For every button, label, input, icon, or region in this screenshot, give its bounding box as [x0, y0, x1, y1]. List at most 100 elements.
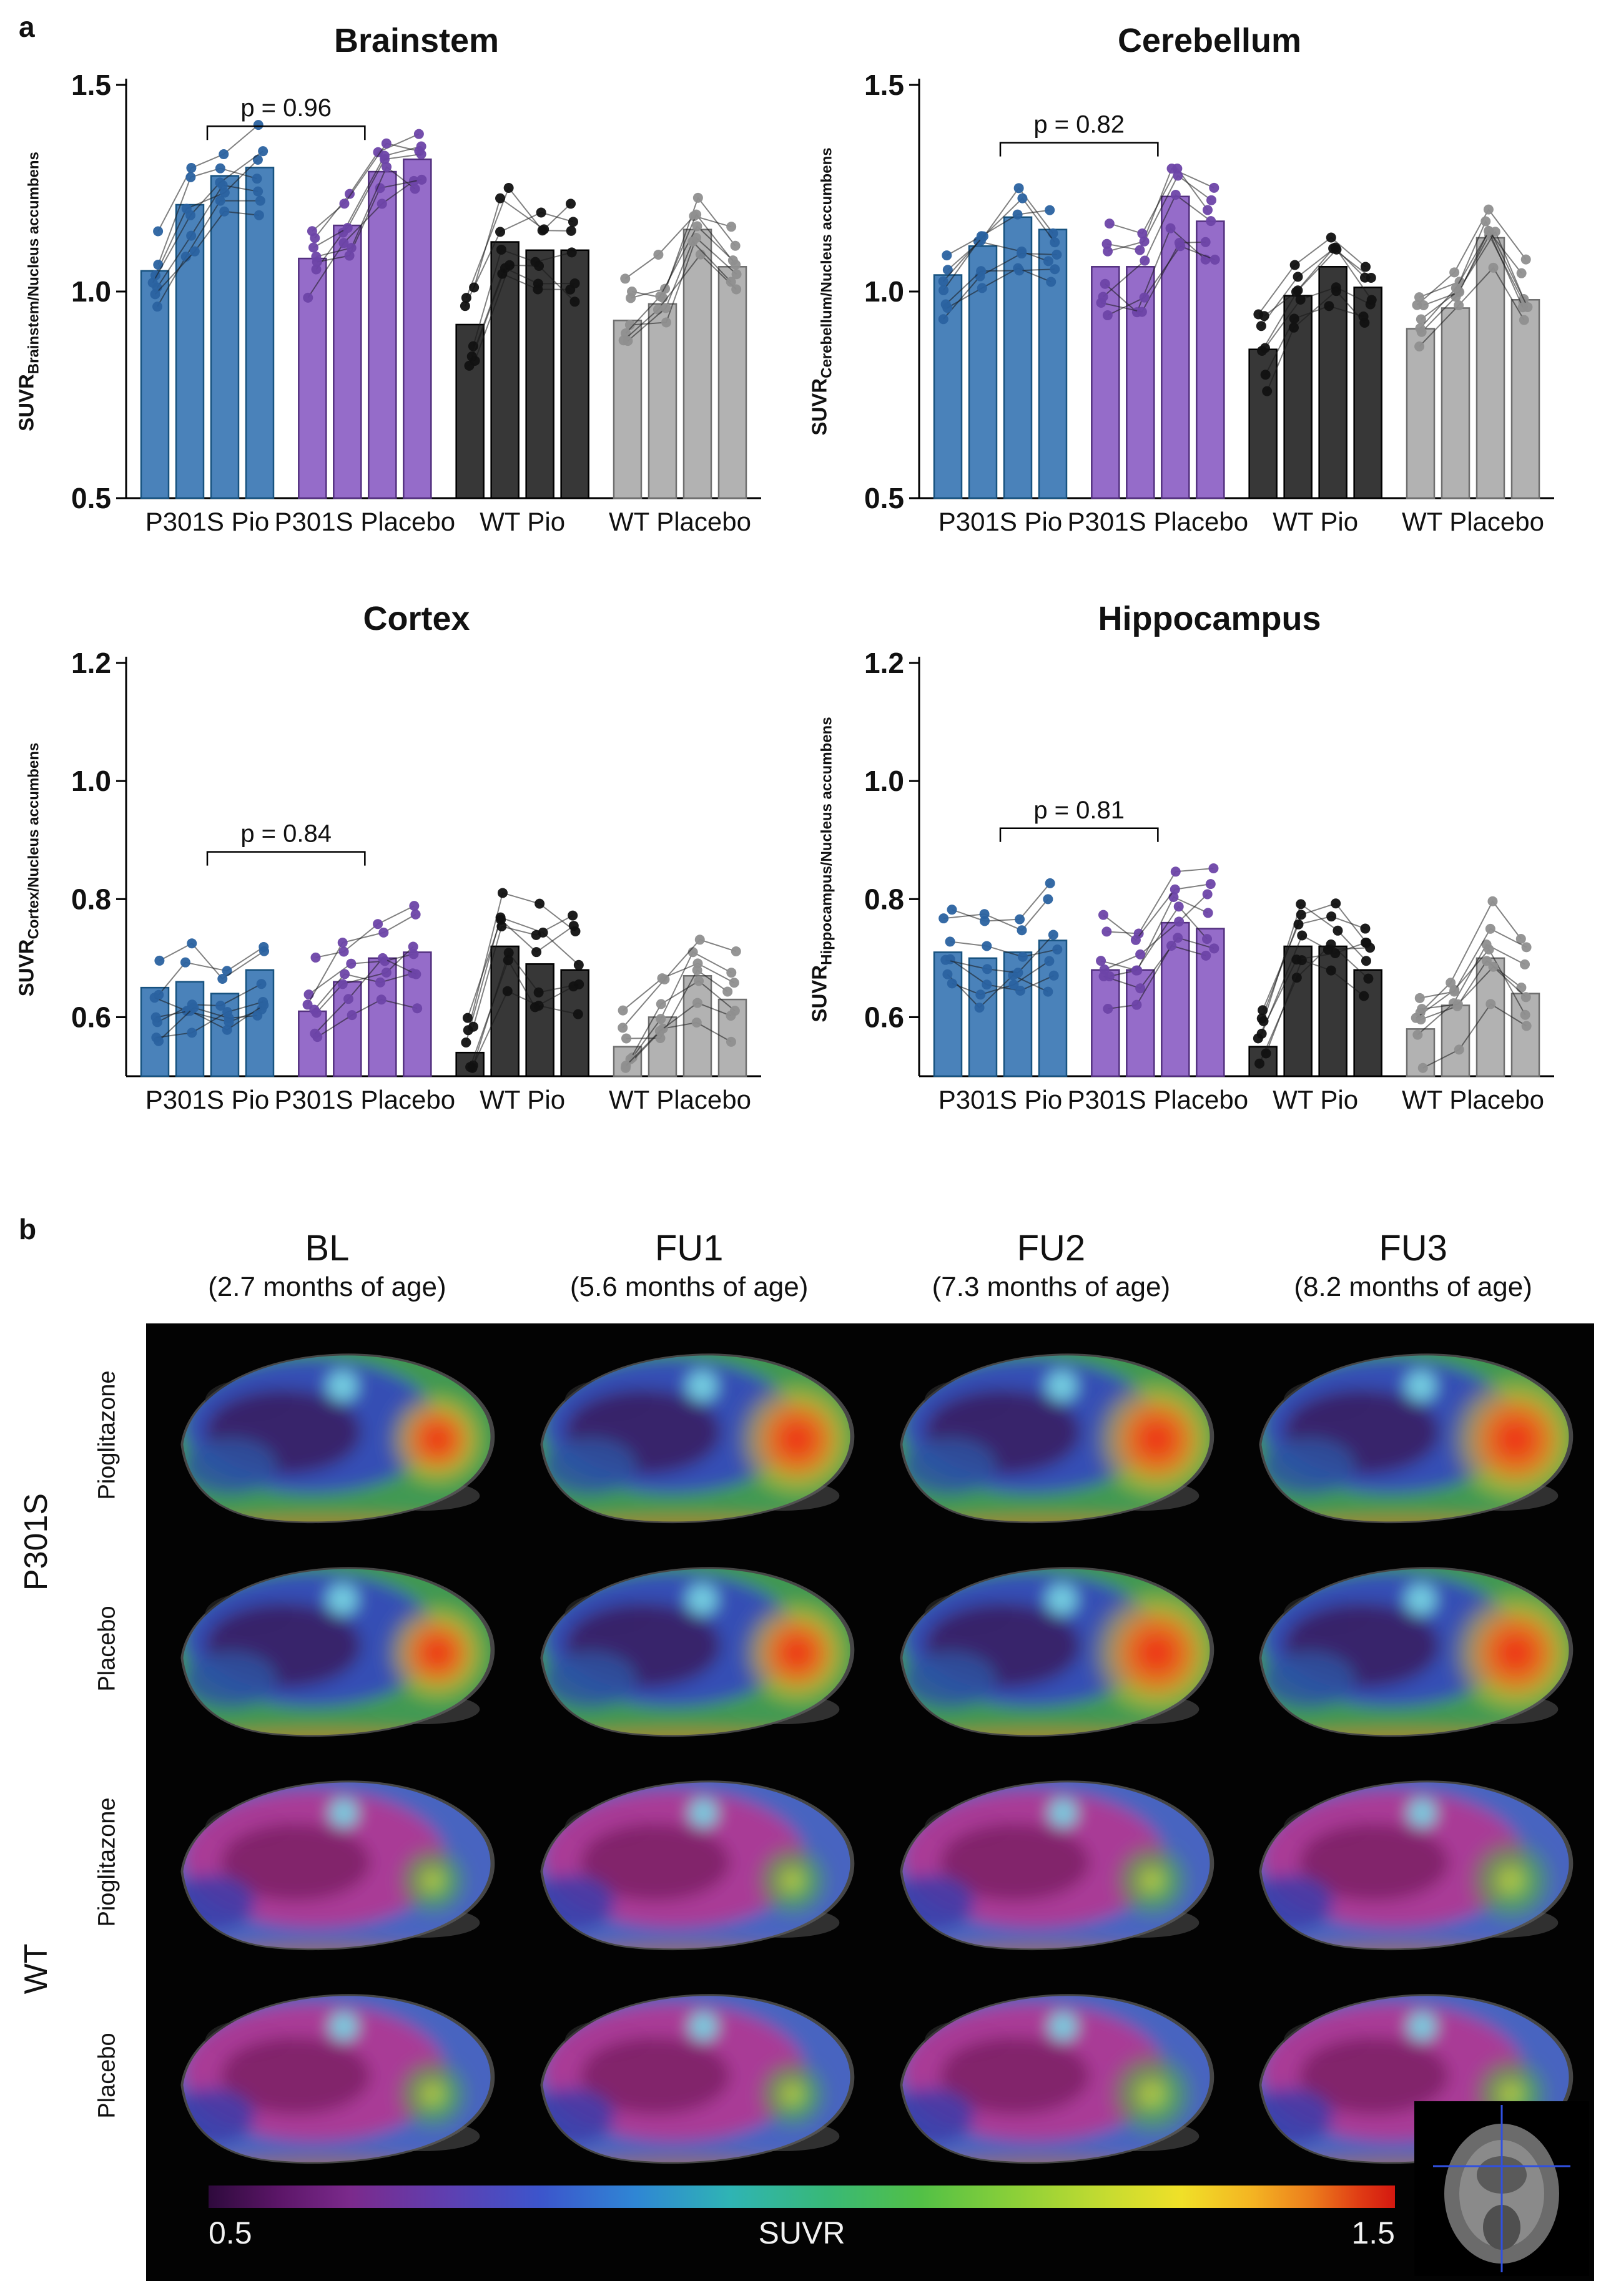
panel-a-label: a	[19, 11, 35, 43]
timepoint-header-fu1: FU1 (5.6 months of age)	[508, 1227, 870, 1303]
coronal-brain-icon	[1414, 2101, 1589, 2276]
pet-image	[155, 1759, 507, 1965]
bar-chart-hippocampus: 0.6 0.8 1.0 1.2 P301S Pio P301S Placebo WT Pio…	[860, 639, 1559, 1139]
chart-title: Hippocampus	[1098, 600, 1321, 637]
timepoint-header-fu2: FU2 (7.3 months of age)	[870, 1227, 1233, 1303]
pet-image	[874, 1332, 1226, 1538]
y-axis-label-prefix: SUVR	[14, 939, 38, 997]
svg-text:1.0: 1.0	[864, 275, 904, 308]
chart-hippocampus: Hippocampus SUVRHippocampus/Nucleus accu…	[801, 599, 1594, 1149]
chart-cerebellum: Cerebellum SUVRCerebellum/Nucleus accumb…	[801, 21, 1594, 571]
colorbar-min: 0.5	[209, 2215, 252, 2250]
svg-text:WT Placebo: WT Placebo	[1402, 1085, 1544, 1114]
svg-text:WT Pio: WT Pio	[480, 507, 565, 536]
bar-chart-cortex: 0.6 0.8 1.0 1.2 P301S Pio P301S Placebo WT Pio…	[67, 639, 766, 1139]
y-axis-label-prefix: SUVR	[807, 378, 831, 436]
svg-text:WT Placebo: WT Placebo	[1402, 507, 1544, 536]
svg-text:P301S Placebo: P301S Placebo	[275, 1085, 456, 1114]
genotype-label-p301s: P301S	[18, 1493, 54, 1591]
chart-cortex: Cortex SUVRCortex/Nucleus accumbens 0.6 0…	[7, 599, 801, 1149]
svg-text:P301S Pio: P301S Pio	[938, 507, 1062, 536]
pet-image	[155, 1973, 507, 2179]
timepoint-headers: BL (2.7 months of age) FU1 (5.6 months o…	[146, 1227, 1594, 1303]
timepoint-header-bl: BL (2.7 months of age)	[146, 1227, 508, 1303]
y-axis-label: SUVRBrainstem/Nucleus accumbens	[15, 152, 43, 431]
y-axis-label: SUVRCortex/Nucleus accumbens	[15, 743, 43, 996]
timepoint-age: (8.2 months of age)	[1294, 1272, 1532, 1302]
treatment-label: Placebo	[94, 2033, 121, 2119]
treatment-label: Placebo	[94, 1606, 121, 1692]
pet-image	[515, 1546, 867, 1752]
pet-image	[874, 1973, 1226, 2179]
pet-image	[515, 1973, 867, 2179]
svg-text:1.0: 1.0	[864, 765, 904, 797]
timepoint-label: BL	[305, 1228, 350, 1268]
y-axis-label: SUVRCerebellum/Nucleus accumbens	[808, 147, 836, 435]
svg-text:0.8: 0.8	[864, 883, 904, 915]
pet-image	[515, 1332, 867, 1538]
suvr-colorbar-labels: 0.5 SUVR 1.5	[209, 2215, 1395, 2251]
colorbar-title: SUVR	[758, 2215, 845, 2250]
svg-text:0.6: 0.6	[864, 1001, 904, 1033]
chart-title: Cortex	[363, 600, 470, 637]
pet-image-panel: 0.5 SUVR 1.5	[146, 1323, 1594, 2281]
pet-image	[1233, 1332, 1585, 1538]
y-axis-label-prefix: SUVR	[807, 964, 831, 1023]
svg-text:1.0: 1.0	[71, 275, 111, 308]
pet-image	[515, 1759, 867, 1965]
svg-text:P301S Pio: P301S Pio	[145, 507, 269, 536]
timepoint-age: (5.6 months of age)	[569, 1272, 809, 1302]
pet-image	[155, 1332, 507, 1538]
y-axis-label-sub: Hippocampus/Nucleus accumbens	[818, 717, 835, 965]
svg-text:WT Pio: WT Pio	[1273, 507, 1358, 536]
pet-image-grid	[155, 1332, 1585, 2179]
pet-image	[1233, 1546, 1585, 1752]
svg-text:1.5: 1.5	[71, 69, 111, 101]
panel-b: b BL (2.7 months of age) FU1 (5.6 months…	[0, 1162, 1606, 2296]
svg-text:P301S Placebo: P301S Placebo	[275, 507, 456, 536]
timepoint-label: FU2	[1017, 1228, 1086, 1268]
svg-text:p = 0.96: p = 0.96	[240, 94, 332, 122]
suvr-colorbar	[209, 2186, 1395, 2208]
svg-text:1.2: 1.2	[71, 647, 111, 679]
svg-text:WT Pio: WT Pio	[480, 1085, 565, 1114]
svg-text:P301S Pio: P301S Pio	[145, 1085, 269, 1114]
svg-text:P301S Pio: P301S Pio	[938, 1085, 1062, 1114]
bar-chart-brainstem: 0.5 1.0 1.5 P301S Pio P301S Placebo WT Pio WT …	[67, 61, 766, 561]
panel-b-label: b	[19, 1213, 37, 1245]
y-axis-label-prefix: SUVR	[14, 374, 38, 431]
svg-text:WT Pio: WT Pio	[1273, 1085, 1358, 1114]
svg-text:0.5: 0.5	[864, 482, 904, 514]
colorbar-max: 1.5	[1351, 2215, 1395, 2250]
timepoint-label: FU3	[1379, 1228, 1447, 1268]
pet-image	[155, 1546, 507, 1752]
svg-text:p = 0.81: p = 0.81	[1033, 797, 1125, 824]
svg-text:0.6: 0.6	[71, 1001, 111, 1033]
y-axis-label-sub: Cortex/Nucleus accumbens	[25, 742, 42, 939]
orientation-crosshair-inset	[1414, 2101, 1589, 2276]
timepoint-label: FU1	[654, 1228, 724, 1268]
timepoint-age: (7.3 months of age)	[932, 1272, 1171, 1302]
chart-brainstem: Brainstem SUVRBrainstem/Nucleus accumben…	[7, 21, 801, 571]
chart-title: Cerebellum	[1117, 22, 1302, 59]
svg-text:P301S Placebo: P301S Placebo	[1068, 1085, 1249, 1114]
svg-text:WT Placebo: WT Placebo	[609, 507, 751, 536]
svg-text:p = 0.82: p = 0.82	[1033, 111, 1125, 139]
timepoint-age: (2.7 months of age)	[208, 1272, 446, 1302]
treatment-label: Pioglitazone	[94, 1370, 121, 1500]
chart-title: Brainstem	[333, 22, 500, 59]
svg-text:1.5: 1.5	[864, 69, 904, 101]
svg-text:1.2: 1.2	[864, 647, 904, 679]
svg-text:p = 0.84: p = 0.84	[240, 820, 332, 848]
pet-image	[1233, 1759, 1585, 1965]
y-axis-label-sub: Cerebellum/Nucleus accumbens	[818, 147, 835, 378]
svg-text:WT Placebo: WT Placebo	[609, 1085, 751, 1114]
genotype-label-wt: WT	[18, 1943, 54, 1994]
svg-text:1.0: 1.0	[71, 765, 111, 797]
timepoint-header-fu3: FU3 (8.2 months of age)	[1232, 1227, 1594, 1303]
pet-image	[874, 1759, 1226, 1965]
bar-chart-cerebellum: 0.5 1.0 1.5 P301S Pio P301S Placebo WT Pio WT …	[860, 61, 1559, 561]
treatment-label: Pioglitazone	[94, 1797, 121, 1927]
charts-grid: Brainstem SUVRBrainstem/Nucleus accumben…	[7, 21, 1601, 1149]
